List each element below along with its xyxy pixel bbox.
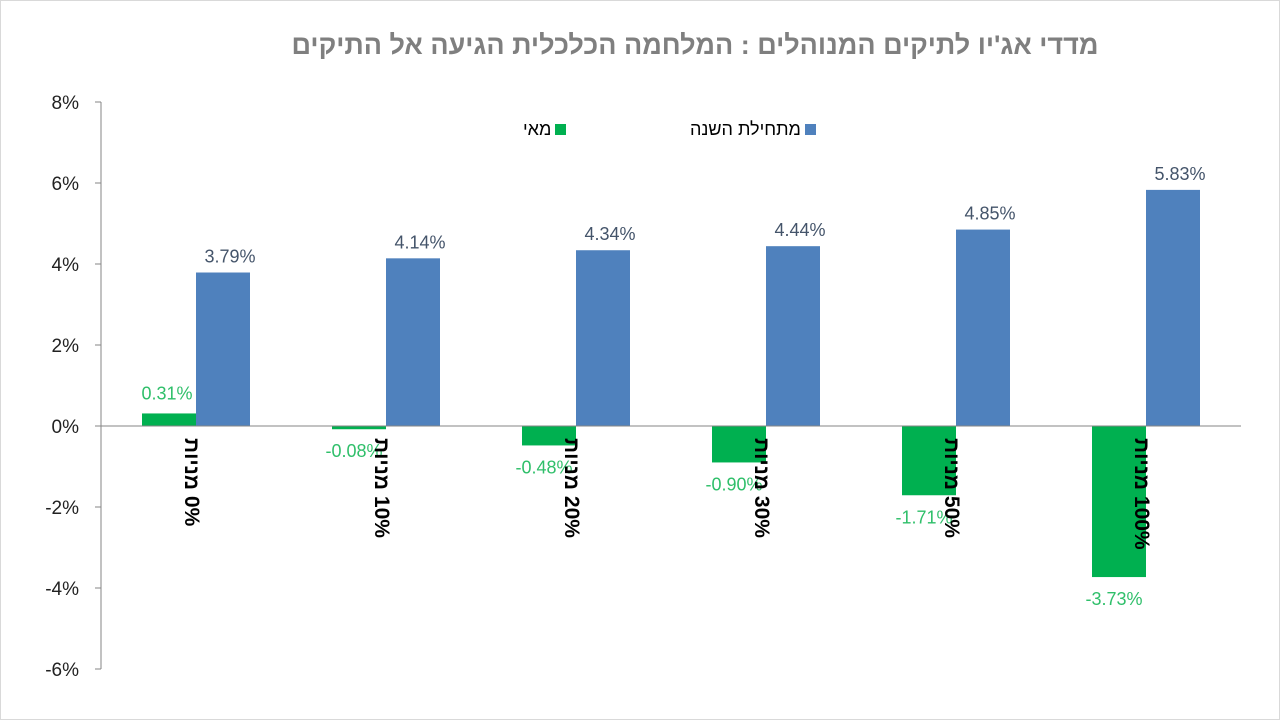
bar-ytd [956, 229, 1010, 426]
data-label-ytd: 4.44% [774, 220, 825, 240]
y-tick-label: 2% [52, 336, 80, 357]
y-tick-label: 6% [52, 174, 80, 195]
y-tick-label: 0% [52, 417, 80, 438]
data-label-ytd: 4.14% [394, 232, 445, 252]
bar-may [902, 426, 956, 496]
bar-ytd [766, 246, 820, 426]
y-tick-label: -6% [45, 660, 79, 681]
bar-may [522, 426, 576, 446]
bar-may [1092, 426, 1146, 578]
legend-item-ytd: מתחילת השנה [690, 119, 816, 140]
y-tick-label: 8% [52, 93, 80, 114]
data-label-may: -3.73% [1085, 589, 1142, 609]
bar-may [142, 413, 196, 426]
chart-title: מדדי אג'יו לתיקים המנוהלים : המלחמה הכלכ… [291, 30, 1099, 60]
data-label-may: -1.71% [895, 507, 952, 527]
data-label-ytd: 4.85% [964, 204, 1015, 224]
bar-may [712, 426, 766, 463]
data-label-may: 0.31% [141, 383, 192, 403]
data-label-ytd: 4.34% [584, 224, 635, 244]
legend-swatch-may [555, 124, 567, 135]
data-label-may: -0.08% [325, 441, 382, 461]
data-label-may: -0.90% [705, 474, 762, 494]
data-label-may: -0.48% [515, 457, 572, 477]
bar-ytd [196, 272, 250, 426]
y-tick-label: -4% [45, 579, 79, 600]
bar-ytd [1146, 189, 1200, 426]
category-label: 30% מניות [750, 438, 773, 538]
category-label: 0% מניות [180, 438, 203, 527]
category-label: 50% מניות [940, 438, 963, 538]
legend-label-ytd: מתחילת השנה [690, 119, 801, 139]
category-label: 10% מניות [370, 438, 393, 538]
data-label-ytd: 3.79% [204, 247, 255, 267]
legend-label-may: מאי [523, 119, 552, 139]
legend-item-may: מאי [523, 119, 567, 140]
category-label: 20% מניות [560, 438, 583, 538]
bar-may [332, 426, 386, 430]
y-tick-label: 4% [52, 255, 80, 276]
bar-ytd [386, 258, 440, 426]
data-label-ytd: 5.83% [1154, 164, 1205, 184]
category-label: 100% מניות [1130, 438, 1153, 550]
bar-ytd [576, 250, 630, 426]
legend-swatch-ytd [804, 124, 816, 135]
y-tick-label: -2% [45, 498, 79, 519]
